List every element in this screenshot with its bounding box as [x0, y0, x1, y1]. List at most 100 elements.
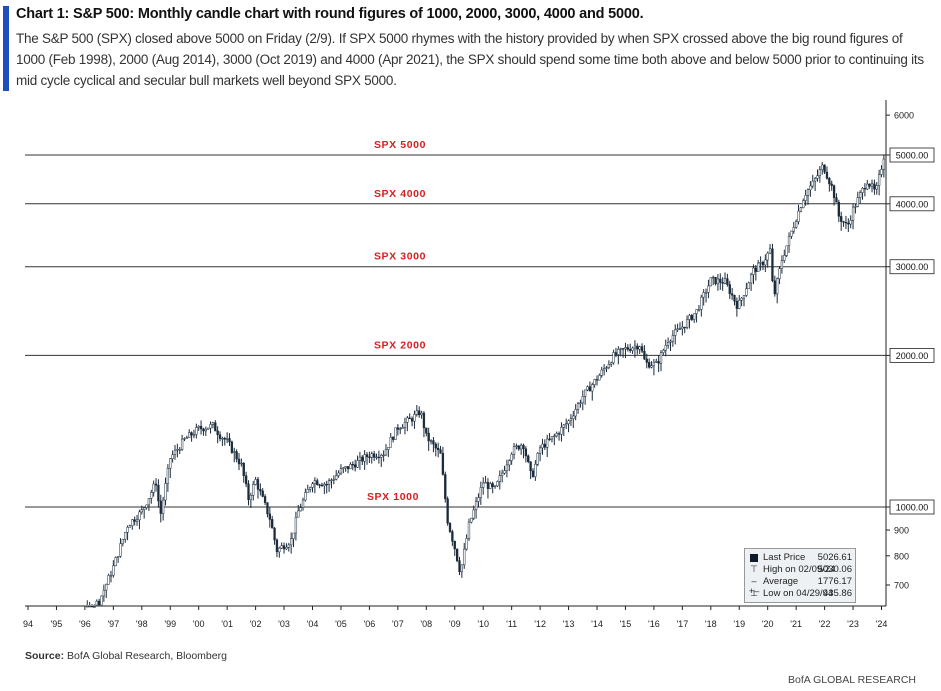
candle-body — [470, 517, 473, 523]
candle-body — [527, 455, 530, 463]
candle-body — [666, 342, 670, 346]
candle-body — [757, 262, 760, 272]
candle-body — [875, 185, 878, 190]
candle-body — [522, 444, 525, 450]
candle-body — [742, 295, 746, 299]
candle-body — [425, 427, 428, 434]
candle-body — [368, 456, 371, 458]
candle-body — [467, 521, 471, 539]
legend-label: Average — [763, 576, 799, 587]
candle-body — [830, 183, 833, 186]
candle-body — [434, 443, 437, 449]
candle-body — [131, 519, 134, 526]
x-tick-label: '98 — [136, 619, 148, 629]
candle-body — [588, 386, 592, 392]
candle-body — [586, 386, 589, 391]
candle-body — [161, 499, 165, 514]
candle-body — [835, 197, 838, 203]
x-tick-label: '01 — [221, 619, 233, 629]
y-label-box — [889, 196, 935, 212]
candle-body — [226, 438, 229, 440]
candle-body — [323, 483, 326, 487]
x-tick-label: '11 — [506, 619, 517, 629]
candle-body — [546, 438, 549, 448]
candle-body — [154, 483, 158, 486]
candle-body — [204, 428, 207, 432]
candle-body — [714, 276, 717, 285]
x-tick-label: '97 — [107, 619, 119, 629]
candle-body — [512, 446, 516, 455]
candle-body — [583, 389, 587, 397]
candle-body — [740, 297, 743, 301]
candle-body — [183, 438, 186, 440]
candle-body — [147, 498, 151, 506]
candle-body — [349, 463, 352, 470]
candle-body — [207, 427, 210, 430]
candle-body — [719, 278, 722, 283]
candle-body — [140, 509, 143, 513]
candle-body — [572, 415, 575, 419]
legend: Last Price 5026.61 ⊤ High on 02/09/24 50… — [744, 548, 856, 603]
candle-body — [356, 460, 359, 468]
candle-body — [543, 443, 546, 448]
candle-body — [195, 427, 198, 435]
candle-body — [372, 453, 376, 458]
candle-body — [780, 260, 784, 269]
candle-body — [410, 418, 414, 422]
candle-body — [244, 475, 248, 485]
candle-body — [415, 410, 418, 415]
candle-body — [394, 427, 397, 440]
candle-body — [640, 346, 644, 352]
round-figure-annotation: SPX 3000 — [374, 251, 426, 263]
candle-body — [354, 464, 357, 468]
candle-body — [825, 171, 829, 179]
candle-body — [662, 349, 665, 353]
candle-body — [503, 470, 506, 474]
candle-body — [214, 422, 217, 432]
candle-body — [109, 575, 113, 577]
candle-body — [228, 438, 231, 443]
candle-body — [697, 309, 701, 311]
candle-body — [387, 446, 390, 450]
candle-body — [681, 326, 684, 330]
candle-body — [491, 483, 494, 487]
x-tick-label: '00 — [193, 619, 205, 629]
candle-body — [290, 538, 293, 546]
candle-body — [482, 482, 485, 488]
candle-body — [95, 600, 98, 606]
candle-body — [555, 433, 558, 437]
candle-body — [472, 509, 475, 519]
candle-body — [403, 422, 407, 428]
candle-body — [268, 513, 271, 520]
x-tick-label: '20 — [762, 619, 774, 629]
candle-body — [465, 538, 468, 550]
candle-body — [114, 557, 117, 567]
candle-body — [806, 189, 810, 196]
candle-body — [773, 280, 776, 295]
legend-value: 1776.17 — [817, 576, 852, 587]
candle-body — [233, 451, 236, 453]
candle-body — [498, 475, 501, 482]
candle-body — [868, 183, 871, 187]
candle-body — [105, 584, 108, 591]
legend-label: Last Price — [763, 552, 806, 563]
x-tick-label: '22 — [819, 619, 831, 629]
candle-body — [605, 367, 608, 369]
candle-body — [728, 284, 731, 294]
candle-body — [252, 484, 255, 496]
candle-body — [517, 445, 520, 450]
candle-body — [873, 183, 876, 190]
candle-body — [235, 451, 238, 460]
candle-body — [671, 335, 675, 342]
legend-item-high: ⊤ High on 02/09/24 5030.06 — [749, 564, 852, 576]
round-figure-annotation: SPX 4000 — [374, 188, 426, 200]
candle-body — [164, 483, 167, 501]
candle-body — [676, 328, 679, 331]
candle-body — [116, 556, 120, 558]
candle-body — [856, 197, 859, 207]
candle-body — [327, 480, 331, 485]
candle-body — [242, 462, 245, 476]
x-tick-label: '05 — [335, 619, 347, 629]
y-label-box — [889, 147, 935, 163]
source-note: Source: BofA Global Research, Bloomberg — [25, 650, 227, 662]
